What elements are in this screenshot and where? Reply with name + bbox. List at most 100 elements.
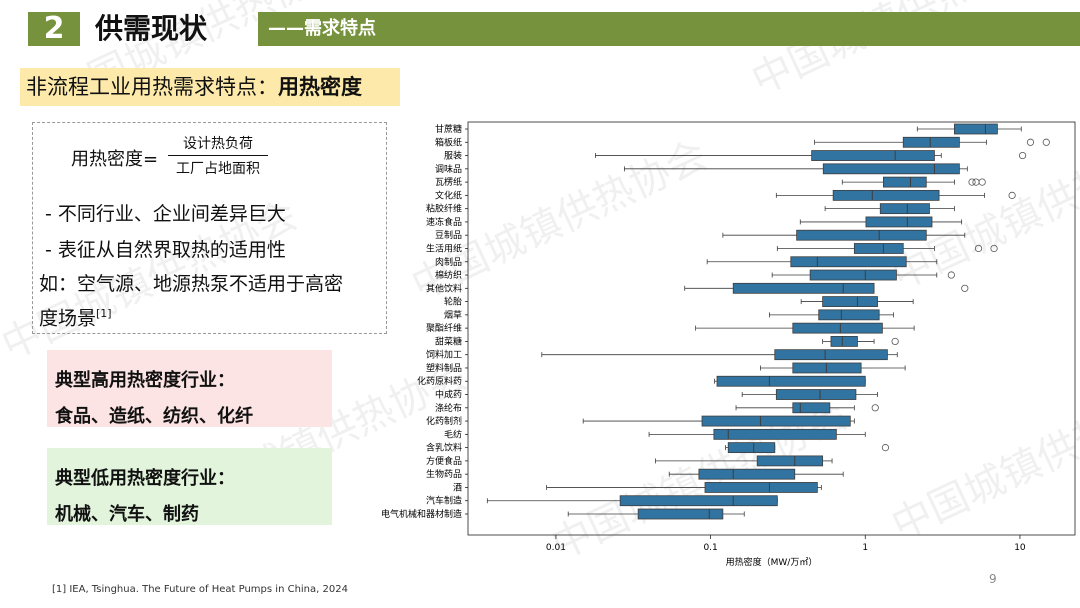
box xyxy=(698,468,796,480)
heading: 非流程工业用热需求特点：用热密度 xyxy=(20,68,400,106)
y-tick-label: 涤纶布 xyxy=(435,402,462,414)
section-number: 2 xyxy=(28,12,80,46)
y-tick-label: 文化纸 xyxy=(435,189,462,201)
bullet: - 表征从自然界取热的适用性 xyxy=(45,239,286,261)
box xyxy=(809,269,897,281)
outlier xyxy=(947,271,955,279)
box xyxy=(727,442,776,454)
high-density-title: 典型高用热密度行业： xyxy=(55,370,235,391)
low-density-items: 机械、汽车、制药 xyxy=(55,504,199,525)
outlier xyxy=(1042,138,1050,146)
y-tick-label: 甜菜糖 xyxy=(435,335,462,347)
box xyxy=(832,189,940,201)
numerator: 设计热负荷 xyxy=(183,136,253,152)
x-tick-label: 1 xyxy=(862,543,868,553)
example: 如：空气源、地源热泵不适用于高密度场景[1] xyxy=(39,269,357,333)
outlier xyxy=(972,178,980,186)
y-tick-label: 含乳饮料 xyxy=(426,442,462,454)
y-tick-label: 电气机械和器材制造 xyxy=(381,508,462,520)
outlier xyxy=(978,178,986,186)
y-tick-label: 服装 xyxy=(444,150,462,162)
box xyxy=(775,389,857,400)
box xyxy=(883,176,927,188)
definition-box: 用热密度= 设计热负荷 工厂占地面积 - 不同行业、企业间差异巨大 - 表征从自… xyxy=(32,122,387,334)
footnote: [1] IEA, Tsinghua. The Future of Heat Pu… xyxy=(52,584,348,595)
box xyxy=(713,428,837,440)
y-tick-label: 甘蔗糖 xyxy=(435,123,462,135)
footnote-ref: [1] xyxy=(96,307,112,320)
low-density-title: 典型低用热密度行业： xyxy=(55,468,235,489)
y-tick-label: 轮胎 xyxy=(444,296,462,308)
box xyxy=(619,495,778,507)
example-text: 如：空气源、地源热泵不适用于高密度场景 xyxy=(39,273,344,330)
box xyxy=(704,482,818,493)
x-tick-label: 10 xyxy=(1014,543,1026,553)
y-tick-label: 中成药 xyxy=(435,389,462,401)
high-density-box: 典型高用热密度行业： 食品、造纸、纺织、化纤 xyxy=(47,350,332,427)
subtitle: ——需求特点 xyxy=(268,18,376,39)
box xyxy=(902,136,960,148)
box xyxy=(865,216,933,228)
box xyxy=(818,309,880,321)
outlier xyxy=(1026,138,1035,146)
box xyxy=(701,415,851,427)
box xyxy=(954,123,998,135)
y-tick-label: 速冻食品 xyxy=(426,216,462,228)
y-tick-label: 饲料加工 xyxy=(426,349,462,361)
header-bar: ——需求特点 xyxy=(258,12,1080,46)
outlier xyxy=(1008,191,1016,199)
outlier xyxy=(961,284,969,292)
y-tick-label: 粘胶纤维 xyxy=(426,203,462,215)
y-tick-label: 塑料制品 xyxy=(426,362,462,374)
box xyxy=(716,375,866,387)
outlier xyxy=(871,404,879,412)
box xyxy=(637,508,724,520)
outlier xyxy=(990,244,998,253)
outlier xyxy=(891,337,899,346)
y-tick-label: 调味品 xyxy=(435,163,462,175)
section-title: 供需现状 xyxy=(95,12,208,45)
y-tick-label: 生物药品 xyxy=(426,468,462,480)
fraction: 设计热负荷 工厂占地面积 xyxy=(168,133,268,178)
x-axis-label: 用热密度（MW/万㎡） xyxy=(726,556,818,568)
box xyxy=(830,336,858,347)
heading-prefix: 非流程工业用热需求特点： xyxy=(26,75,278,99)
y-tick-label: 生活用纸 xyxy=(426,242,462,254)
y-tick-label: 汽车制造 xyxy=(426,495,462,507)
y-tick-label: 化药制剂 xyxy=(426,415,462,427)
y-tick-label: 豆制品 xyxy=(435,229,462,241)
y-tick-label: 毛纺 xyxy=(444,428,462,440)
page-number: 9 xyxy=(989,572,997,586)
y-tick-label: 方便食品 xyxy=(426,455,462,467)
low-density-box: 典型低用热密度行业： 机械、汽车、制药 xyxy=(47,448,332,525)
outlier xyxy=(968,178,976,186)
y-tick-label: 肉制品 xyxy=(435,256,462,268)
box xyxy=(822,296,878,307)
box xyxy=(756,455,824,467)
heading-emphasis: 用热密度 xyxy=(278,75,362,99)
outlier xyxy=(974,244,983,253)
box xyxy=(792,322,883,334)
box xyxy=(790,256,907,268)
y-tick-label: 烟草 xyxy=(444,309,462,321)
y-tick-label: 其他饮料 xyxy=(426,282,462,294)
box xyxy=(796,229,927,241)
y-tick-label: 化药原料药 xyxy=(417,375,462,387)
box xyxy=(732,282,875,294)
box xyxy=(879,203,930,215)
box xyxy=(811,150,935,161)
y-tick-label: 聚酯纤维 xyxy=(426,322,462,334)
outlier xyxy=(881,444,890,452)
x-tick-label: 0.01 xyxy=(546,543,566,553)
box xyxy=(774,349,888,361)
watermark: 中国城镇供热协会 xyxy=(885,372,1080,549)
box xyxy=(792,362,862,374)
outlier xyxy=(1018,151,1027,160)
x-tick-label: 0.1 xyxy=(703,543,717,553)
box xyxy=(792,402,831,414)
definition-term: 用热密度= xyxy=(71,149,159,170)
y-tick-label: 瓦楞纸 xyxy=(435,176,462,188)
box xyxy=(822,163,960,175)
y-tick-label: 箱板纸 xyxy=(435,136,462,148)
